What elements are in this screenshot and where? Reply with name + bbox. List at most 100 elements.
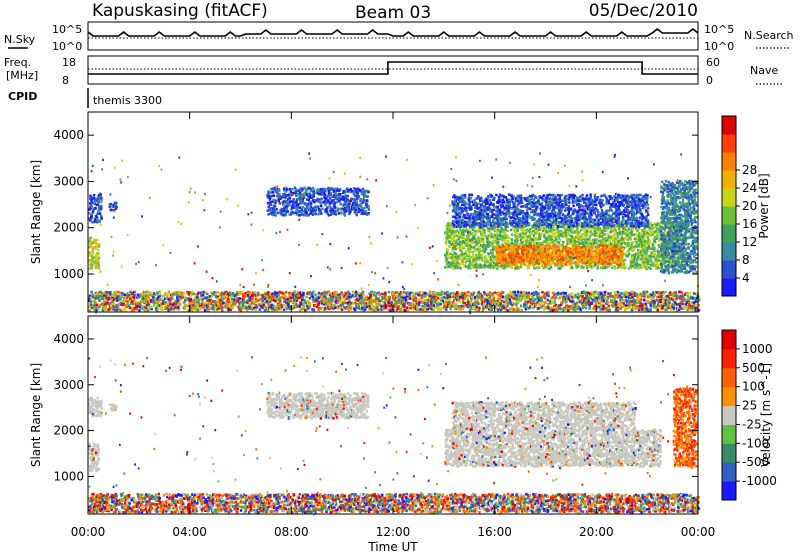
range-cell xyxy=(631,201,634,204)
range-cell xyxy=(520,255,523,258)
range-cell xyxy=(559,250,563,254)
range-cell xyxy=(521,251,524,254)
range-cell xyxy=(666,268,669,271)
range-cell xyxy=(476,207,479,210)
range-cell xyxy=(507,258,510,262)
range-cell xyxy=(367,190,370,194)
range-cell xyxy=(97,252,100,256)
range-cell xyxy=(584,257,587,261)
range-cell xyxy=(485,200,488,204)
range-cell xyxy=(629,265,633,268)
range-cell xyxy=(285,200,289,203)
range-cell xyxy=(545,252,548,255)
range-cell xyxy=(328,196,332,200)
range-cell xyxy=(620,256,623,260)
range-cell xyxy=(289,200,292,203)
range-cell xyxy=(582,250,585,253)
range-cell xyxy=(546,245,550,249)
range-cell xyxy=(553,212,556,216)
range-cell xyxy=(574,231,578,234)
range-cell xyxy=(662,220,666,223)
range-cell xyxy=(89,197,92,200)
range-cell xyxy=(599,234,602,238)
range-cell xyxy=(568,226,572,230)
range-cell xyxy=(636,216,639,220)
range-cell xyxy=(651,244,655,247)
range-cell xyxy=(527,236,530,240)
range-cell xyxy=(477,202,480,205)
range-cell xyxy=(585,195,588,199)
range-cell xyxy=(470,207,473,210)
range-cell xyxy=(641,266,644,269)
range-cell xyxy=(619,244,622,247)
range-cell xyxy=(497,200,500,203)
range-cell xyxy=(544,262,547,266)
range-cell xyxy=(472,264,476,268)
range-cell xyxy=(499,230,503,234)
range-cell xyxy=(91,257,94,260)
range-cell xyxy=(553,220,557,224)
range-cell xyxy=(638,216,642,219)
range-cell xyxy=(552,198,556,201)
nsearch-label: N.Search xyxy=(744,29,794,42)
range-cell xyxy=(88,212,91,215)
range-cell xyxy=(550,203,553,207)
range-cell xyxy=(546,250,550,253)
range-cell xyxy=(516,210,519,213)
range-cell xyxy=(605,237,608,240)
range-cell xyxy=(664,249,667,253)
range-cell xyxy=(587,205,590,209)
range-cell xyxy=(559,267,562,270)
range-cell xyxy=(475,262,478,266)
range-cell xyxy=(646,194,649,197)
range-cell xyxy=(470,221,473,224)
range-cell xyxy=(310,187,313,191)
range-cell xyxy=(549,214,553,218)
range-cell xyxy=(618,264,621,268)
range-cell xyxy=(114,203,117,207)
range-cell xyxy=(543,250,546,253)
range-cell xyxy=(647,262,650,265)
range-cell xyxy=(267,205,270,209)
range-cell xyxy=(618,237,621,240)
range-cell xyxy=(302,209,305,213)
range-cell xyxy=(467,233,470,236)
range-cell xyxy=(566,250,569,254)
range-cell xyxy=(562,240,565,244)
range-cell xyxy=(483,256,487,259)
range-cell xyxy=(527,258,530,262)
range-cell xyxy=(632,261,635,264)
range-cell xyxy=(555,222,558,226)
range-cell xyxy=(495,214,498,217)
range-cell xyxy=(314,205,317,209)
range-cell xyxy=(352,203,356,207)
range-cell xyxy=(580,239,583,242)
range-cell xyxy=(319,209,322,212)
range-cell xyxy=(506,222,509,226)
range-cell xyxy=(649,267,652,270)
range-cell xyxy=(496,208,500,211)
range-cell xyxy=(611,247,615,250)
range-cell xyxy=(667,269,670,273)
range-cell xyxy=(316,197,319,201)
range-cell xyxy=(533,221,536,225)
range-cell xyxy=(612,238,616,241)
range-cell xyxy=(504,228,507,231)
range-cell xyxy=(346,203,349,206)
range-cell xyxy=(609,219,612,222)
range-cell xyxy=(640,204,643,207)
range-cell xyxy=(549,265,553,269)
range-cell xyxy=(667,251,671,255)
range-cell xyxy=(557,202,561,206)
range-cell xyxy=(505,198,509,202)
range-cell xyxy=(516,208,520,211)
range-cell xyxy=(613,265,616,269)
range-cell xyxy=(561,256,565,259)
range-cell xyxy=(515,223,518,226)
range-cell xyxy=(566,242,570,245)
range-cell xyxy=(291,188,294,191)
range-cell xyxy=(658,238,662,242)
range-cell xyxy=(661,194,664,197)
range-cell xyxy=(328,209,332,213)
range-cell xyxy=(604,223,607,226)
